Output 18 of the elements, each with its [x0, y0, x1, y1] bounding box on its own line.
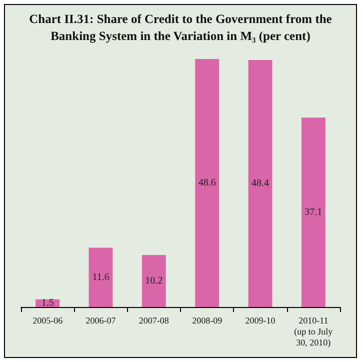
data-label: 37.1 — [304, 206, 322, 218]
data-label: 1.5 — [41, 298, 54, 309]
x-tick-label: 2009-10 — [245, 316, 276, 326]
x-tick-label: 2005-06 — [32, 316, 64, 326]
data-label: 11.6 — [92, 272, 110, 283]
data-label: 48.4 — [252, 178, 269, 190]
x-tick-label: 2008-09 — [192, 316, 223, 326]
chart-title: Chart II.31: Share of Credit to the Government from the Banking System in the Variation in M₃ (per cent) — [28, 11, 333, 45]
bar — [88, 248, 113, 307]
data-label: 10.2 — [145, 275, 163, 286]
x-tick-label: 2010-11 (up to July 30, 2010) — [294, 316, 334, 348]
bar — [301, 118, 326, 307]
x-tick-label: 2006-07 — [86, 316, 116, 326]
bar — [248, 60, 272, 307]
x-tick-label: 2007-08 — [138, 316, 170, 326]
data-label: 48.6 — [198, 178, 216, 188]
bar — [195, 59, 220, 307]
bar — [142, 254, 166, 307]
